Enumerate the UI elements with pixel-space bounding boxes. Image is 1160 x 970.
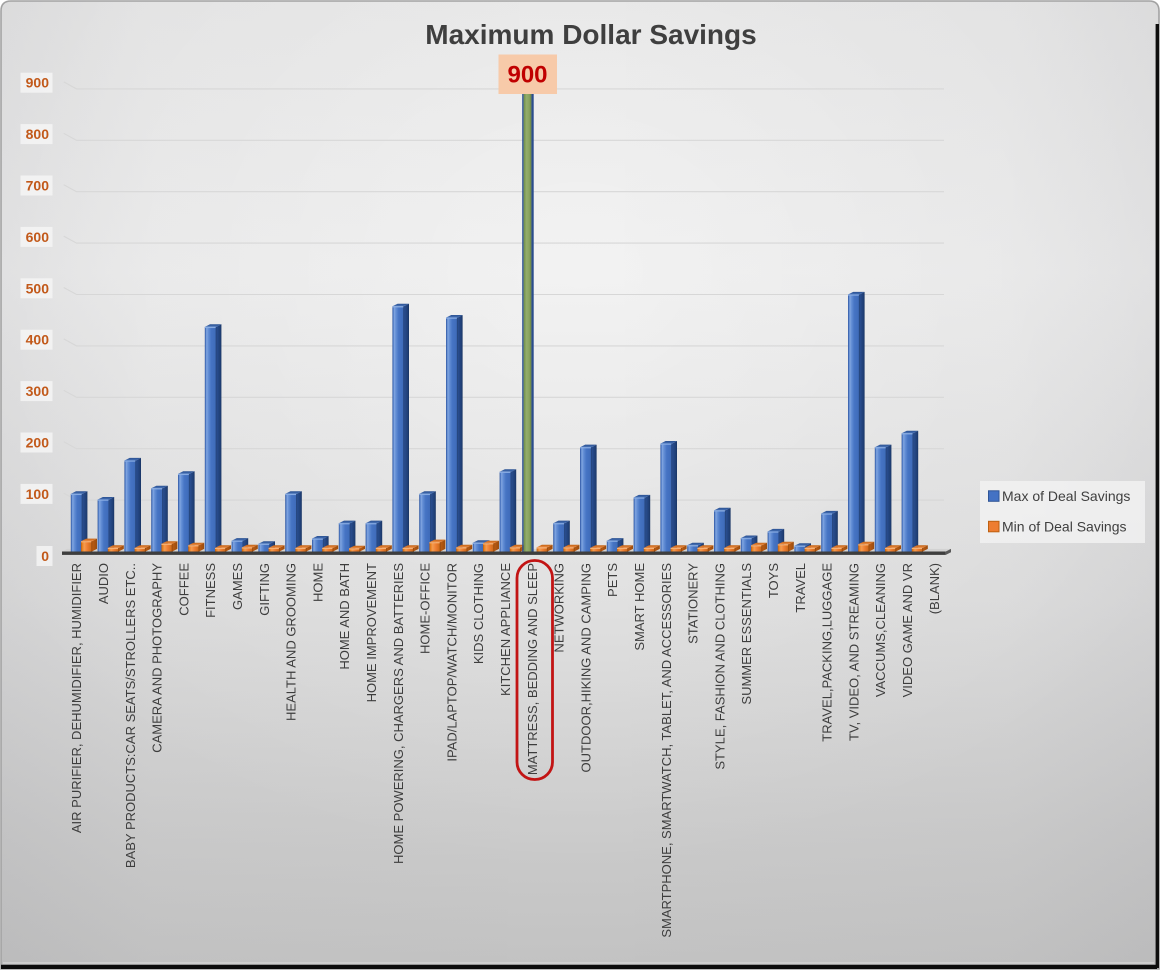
svg-text:KIDS CLOTHING: KIDS CLOTHING: [471, 563, 486, 664]
svg-text:HOME IMPROVEMENT: HOME IMPROVEMENT: [364, 563, 379, 702]
svg-text:MATTRESS, BEDDING AND SLEEP: MATTRESS, BEDDING AND SLEEP: [525, 563, 540, 775]
svg-text:TRAVEL: TRAVEL: [793, 563, 808, 613]
svg-text:IPAD/LAPTOP/WATCH/MONITOR: IPAD/LAPTOP/WATCH/MONITOR: [444, 563, 459, 762]
svg-text:HEALTH AND GROOMING: HEALTH AND GROOMING: [284, 563, 299, 721]
svg-text:STYLE, FASHION AND CLOTHING: STYLE, FASHION AND CLOTHING: [712, 563, 727, 770]
svg-text:HOME POWERING, CHARGERS AND BA: HOME POWERING, CHARGERS AND BATTERIES: [391, 563, 406, 864]
svg-text:HOME: HOME: [310, 563, 325, 602]
svg-text:700: 700: [26, 178, 50, 194]
svg-text:400: 400: [26, 332, 50, 348]
svg-text:GAMES: GAMES: [230, 563, 245, 610]
svg-text:100: 100: [26, 486, 50, 502]
svg-text:800: 800: [26, 126, 50, 142]
svg-text:(BLANK): (BLANK): [927, 563, 942, 614]
svg-text:COFFEE: COFFEE: [176, 563, 191, 616]
svg-text:AIR PURIFIER, DEHUMIDIFIER, HU: AIR PURIFIER, DEHUMIDIFIER, HUMIDIFIER: [69, 563, 84, 833]
svg-text:900: 900: [507, 62, 547, 89]
svg-text:BABY PRODUCTS:CAR SEATS/STROLL: BABY PRODUCTS:CAR SEATS/STROLLERS ETC..: [123, 563, 138, 868]
svg-text:FITNESS: FITNESS: [203, 563, 218, 618]
svg-text:SUMMER ESSENTIALS: SUMMER ESSENTIALS: [739, 563, 754, 705]
svg-text:OUTDOOR,HIKING AND CAMPING: OUTDOOR,HIKING AND CAMPING: [578, 563, 593, 772]
svg-text:VIDEO GAME AND VR: VIDEO GAME AND VR: [900, 563, 915, 697]
svg-text:Max of Deal Savings: Max of Deal Savings: [1002, 488, 1130, 504]
svg-text:GIFTING: GIFTING: [257, 563, 272, 616]
svg-text:VACCUMS,CLEANING: VACCUMS,CLEANING: [873, 563, 888, 697]
svg-text:600: 600: [26, 229, 50, 245]
svg-text:SMART HOME: SMART HOME: [632, 563, 647, 651]
svg-text:AUDIO: AUDIO: [96, 563, 111, 604]
svg-text:Maximum Dollar Savings: Maximum Dollar Savings: [425, 19, 756, 50]
svg-text:Min of Deal Savings: Min of Deal Savings: [1002, 518, 1127, 534]
svg-text:300: 300: [26, 383, 50, 399]
svg-text:TV, VIDEO, AND STREAMING: TV, VIDEO, AND STREAMING: [846, 563, 861, 741]
svg-text:CAMERA AND PHOTOGRAPHY: CAMERA AND PHOTOGRAPHY: [150, 563, 165, 753]
svg-text:SMARTPHONE, SMARTWATCH, TABLET: SMARTPHONE, SMARTWATCH, TABLET, AND ACCE…: [659, 563, 674, 938]
svg-text:200: 200: [26, 435, 50, 451]
svg-text:KITCHEN APPLIANCE: KITCHEN APPLIANCE: [498, 563, 513, 696]
svg-text:TRAVEL,PACKING,LUGGAGE: TRAVEL,PACKING,LUGGAGE: [820, 563, 835, 742]
svg-text:STATIONERY: STATIONERY: [686, 563, 701, 644]
svg-text:HOME-OFFICE: HOME-OFFICE: [418, 563, 433, 654]
svg-text:PETS: PETS: [605, 563, 620, 597]
svg-text:0: 0: [41, 548, 49, 564]
svg-text:HOME AND BATH: HOME AND BATH: [337, 563, 352, 670]
svg-text:900: 900: [26, 75, 50, 91]
svg-text:TOYS: TOYS: [766, 563, 781, 598]
svg-text:NETWORKING: NETWORKING: [552, 563, 567, 653]
svg-text:500: 500: [26, 280, 50, 296]
